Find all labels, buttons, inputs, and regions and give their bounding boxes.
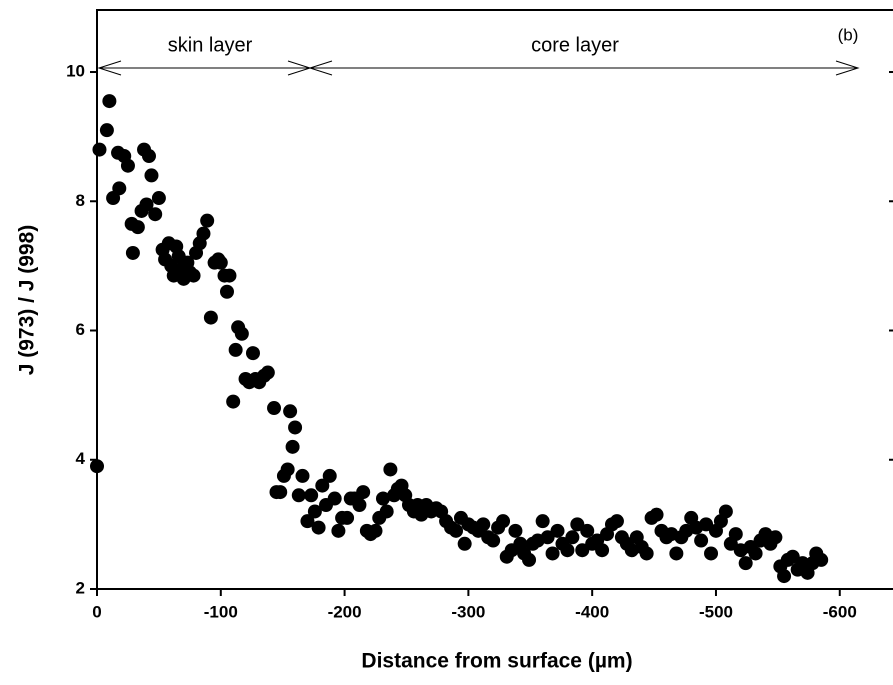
data-point: [649, 507, 664, 522]
data-point: [222, 268, 237, 283]
annotation: skin layer: [168, 34, 253, 56]
data-point: [315, 478, 330, 493]
data-point: [352, 497, 367, 512]
layer-arrows: [97, 60, 860, 76]
data-point: [102, 94, 117, 109]
data-point: [560, 543, 575, 558]
data-point: [728, 527, 743, 542]
data-point: [669, 546, 684, 561]
data-point: [300, 514, 315, 529]
data-point: [311, 520, 326, 535]
data-point: [738, 556, 753, 571]
data-point: [331, 523, 346, 538]
data-point: [814, 552, 829, 567]
y-tick-label: 6: [76, 320, 85, 339]
data-point: [550, 523, 565, 538]
annotation: (b): [838, 25, 859, 44]
data-point: [580, 523, 595, 538]
data-point: [307, 504, 322, 519]
data-point: [768, 530, 783, 545]
data-point: [295, 468, 310, 483]
data-point: [213, 255, 228, 270]
data-point: [570, 517, 585, 532]
data-point: [748, 546, 763, 561]
data-point: [496, 514, 511, 529]
data-point: [383, 462, 398, 477]
data-point: [340, 510, 355, 525]
x-tick-label: -100: [204, 602, 238, 621]
data-point: [112, 181, 127, 196]
y-tick-label: 10: [66, 62, 85, 81]
data-point: [267, 401, 282, 416]
data-point: [449, 523, 464, 538]
data-point: [486, 533, 501, 548]
data-point: [575, 543, 590, 558]
data-point: [457, 536, 472, 551]
data-point: [141, 149, 156, 164]
data-point: [718, 504, 733, 519]
x-tick-label: -200: [328, 602, 362, 621]
data-point: [595, 543, 610, 558]
data-point: [699, 517, 714, 532]
data-point: [219, 284, 234, 299]
data-point: [777, 569, 792, 584]
data-point: [148, 207, 163, 222]
data-point: [609, 514, 624, 529]
data-point: [368, 523, 383, 538]
data-point: [196, 226, 211, 241]
data-point: [476, 517, 491, 532]
data-point: [228, 342, 243, 357]
data-point: [327, 491, 342, 506]
data-point: [356, 485, 371, 500]
data-point: [99, 123, 114, 138]
data-point: [291, 488, 306, 503]
data-point: [322, 468, 337, 483]
data-point: [226, 394, 241, 409]
data-point: [288, 420, 303, 435]
y-tick-label: 4: [76, 449, 86, 468]
data-point: [245, 346, 260, 361]
data-point: [639, 546, 654, 561]
x-tick-label: -600: [823, 602, 857, 621]
y-tick-label: 8: [76, 191, 85, 210]
y-tick-label: 2: [76, 578, 85, 597]
data-point: [375, 491, 390, 506]
data-point: [379, 504, 394, 519]
data-point: [234, 326, 249, 341]
data-point: [151, 191, 166, 206]
data-point: [130, 220, 145, 235]
data-point: [120, 158, 135, 173]
annotation: core layer: [531, 34, 619, 56]
x-axis-label: Distance from surface (µm): [361, 650, 632, 673]
data-point: [283, 404, 298, 419]
data-point: [704, 546, 719, 561]
data-point: [92, 142, 107, 157]
x-tick-label: 0: [92, 602, 101, 621]
data-point: [144, 168, 159, 183]
data-point: [565, 530, 580, 545]
data-point: [304, 488, 319, 503]
data-point: [260, 365, 275, 380]
data-point: [535, 514, 550, 529]
data-point: [186, 268, 201, 283]
data-point: [522, 552, 537, 567]
data-point: [280, 462, 295, 477]
y-axis-label: J (973) / J (998): [16, 225, 39, 376]
data-point: [203, 310, 218, 325]
data-point: [785, 549, 800, 564]
data-point: [285, 439, 300, 454]
data-point: [508, 523, 523, 538]
data-point: [200, 213, 215, 228]
x-tick-label: -500: [699, 602, 733, 621]
data-point: [545, 546, 560, 561]
x-tick-label: -300: [451, 602, 485, 621]
data-point: [139, 197, 154, 212]
data-point: [90, 459, 104, 474]
data-point: [125, 245, 140, 260]
x-tick-label: -400: [575, 602, 609, 621]
data-point: [694, 533, 709, 548]
data-point: [273, 485, 288, 500]
data-point: [540, 530, 555, 545]
